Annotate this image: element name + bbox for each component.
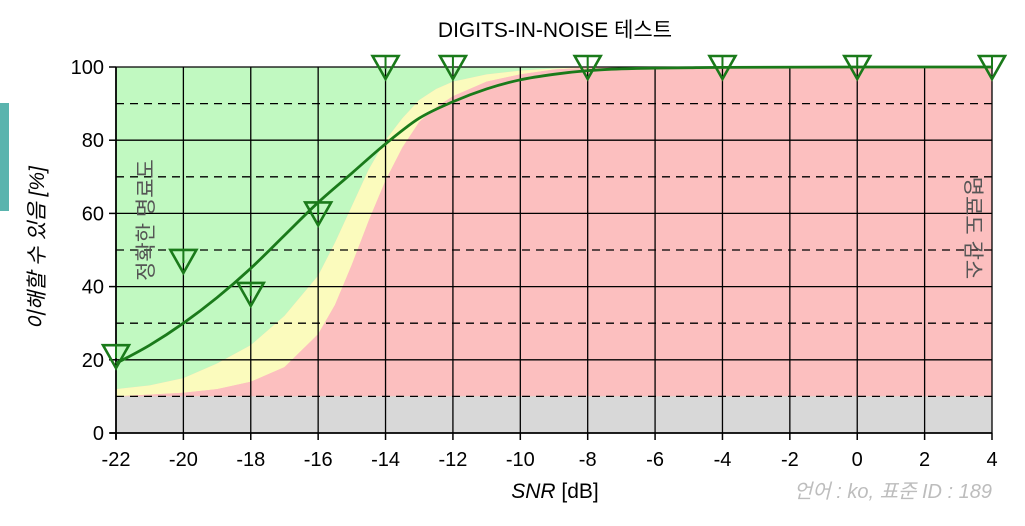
zone-floor-area [116, 396, 992, 433]
zone-label-accurate: 정확한 명료도 [135, 159, 158, 281]
x-axis-label-main: SNR [511, 480, 555, 503]
y-axis-label: 이해할 수 있음 [%] [26, 165, 49, 330]
x-tick-label: -16 [304, 449, 333, 471]
y-tick-label: 60 [82, 203, 104, 225]
x-tick-label: -6 [646, 449, 664, 471]
data-point-marker [707, 54, 738, 82]
footer-language-id: 언어 : ko, 표준 ID : 189 [794, 481, 992, 503]
side-tab[interactable] [0, 103, 9, 211]
fitted-curve [115, 65, 993, 365]
data-point-marker [168, 248, 199, 276]
data-point-marker [302, 201, 334, 229]
ticks-layer: -22 -20 -18 -16 -14 -12 -10 -8 -6 -4 -2 0 2 402040608… [71, 57, 998, 471]
zone-bad-band [116, 67, 992, 397]
series-layer [100, 54, 1008, 371]
chart-title: DIGITS-IN-NOISE 테스트 [438, 19, 672, 42]
x-tick-label: -18 [236, 449, 265, 471]
y-tick-label: 100 [71, 57, 104, 79]
x-axis-label: SNR [dB] [511, 480, 599, 503]
data-point-marker [437, 54, 469, 82]
data-point-marker [976, 54, 1008, 82]
x-tick-label: 2 [919, 449, 930, 471]
x-axis-label-unit: [dB] [556, 480, 599, 503]
zone-good-area-top [116, 67, 992, 390]
x-tick-label: 0 [852, 449, 863, 471]
x-tick-label: -4 [714, 449, 732, 471]
x-tick-label: -14 [371, 449, 400, 471]
x-tick-label: -22 [102, 449, 131, 471]
y-tick-label: 80 [82, 130, 104, 152]
y-tick-label: 40 [82, 277, 104, 299]
y-tick-label: 20 [82, 350, 104, 372]
zone-label-reduced: 명료도 감소 [961, 177, 984, 279]
data-point-marker [235, 281, 266, 309]
x-tick-label: -20 [169, 449, 198, 471]
data-point-marker [572, 54, 603, 82]
x-tick-label: -10 [506, 449, 535, 471]
data-point-marker [100, 343, 132, 371]
x-tick-label: -12 [438, 449, 467, 471]
x-tick-label: 4 [986, 449, 997, 471]
x-tick-label: -8 [579, 449, 597, 471]
y-tick-label: 0 [93, 423, 104, 445]
data-point-marker [842, 54, 873, 82]
grid-layer [116, 66, 993, 433]
data-point-marker [370, 54, 401, 82]
axes-layer [110, 67, 992, 439]
x-tick-label: -2 [781, 449, 799, 471]
